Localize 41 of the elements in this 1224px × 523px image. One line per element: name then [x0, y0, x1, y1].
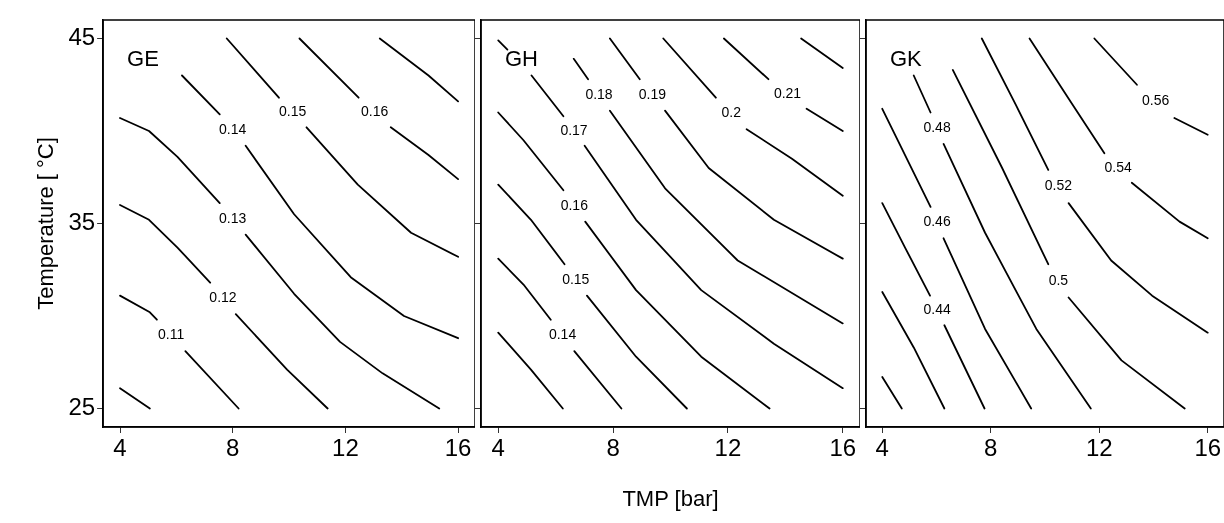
series-label: 0.13	[219, 209, 247, 226]
y-tick-label: 45	[68, 23, 96, 51]
series-label: 0.18	[585, 85, 613, 102]
series-label: 0.46	[923, 213, 951, 230]
x-tick-label: 12	[714, 434, 742, 462]
series-label: 0.14	[548, 326, 577, 343]
x-tick-label: 8	[984, 434, 998, 462]
series-label: 0.52	[1044, 177, 1073, 194]
y-axis-title: Temperature [ °C]	[33, 137, 59, 310]
text: GH	[505, 46, 538, 72]
series-label: 0.16	[560, 196, 589, 213]
x-tick-label: 8	[226, 434, 240, 462]
x-tick-label: 4	[875, 434, 889, 462]
x-tick-label: 12	[1085, 434, 1113, 462]
series-label: 0.19	[638, 85, 667, 102]
series-label: 0.5	[1048, 271, 1069, 288]
series-label: 0.2	[721, 104, 742, 121]
series-label: 0.56	[1142, 92, 1170, 109]
series-label: 0.15	[279, 103, 307, 120]
series-label: 0.48	[923, 119, 951, 136]
x-axis-title: TMP [bar]	[622, 485, 719, 511]
series-label: 0.54	[1104, 158, 1132, 175]
text: GE	[127, 46, 159, 72]
series-label: 0.21	[773, 84, 802, 101]
x-tick-label: 16	[829, 434, 857, 462]
y-tick-label: 35	[68, 208, 96, 236]
series-label: 0.14	[219, 120, 247, 137]
series-label: 0.11	[158, 326, 185, 343]
series-label: 0.16	[361, 103, 389, 120]
x-tick-label: 16	[1194, 434, 1222, 462]
x-tick-label: 16	[444, 434, 472, 462]
series-label: 0.15	[562, 270, 590, 287]
text: GK	[890, 46, 923, 72]
y-tick-label: 25	[68, 393, 96, 421]
series-label: 0.44	[923, 301, 952, 318]
series-label: 0.17	[560, 121, 588, 138]
x-tick-label: 8	[606, 434, 620, 462]
x-tick-label: 4	[491, 434, 505, 462]
x-tick-label: 4	[113, 434, 127, 462]
x-tick-label: 12	[332, 434, 359, 462]
series-label: 0.12	[209, 289, 237, 306]
